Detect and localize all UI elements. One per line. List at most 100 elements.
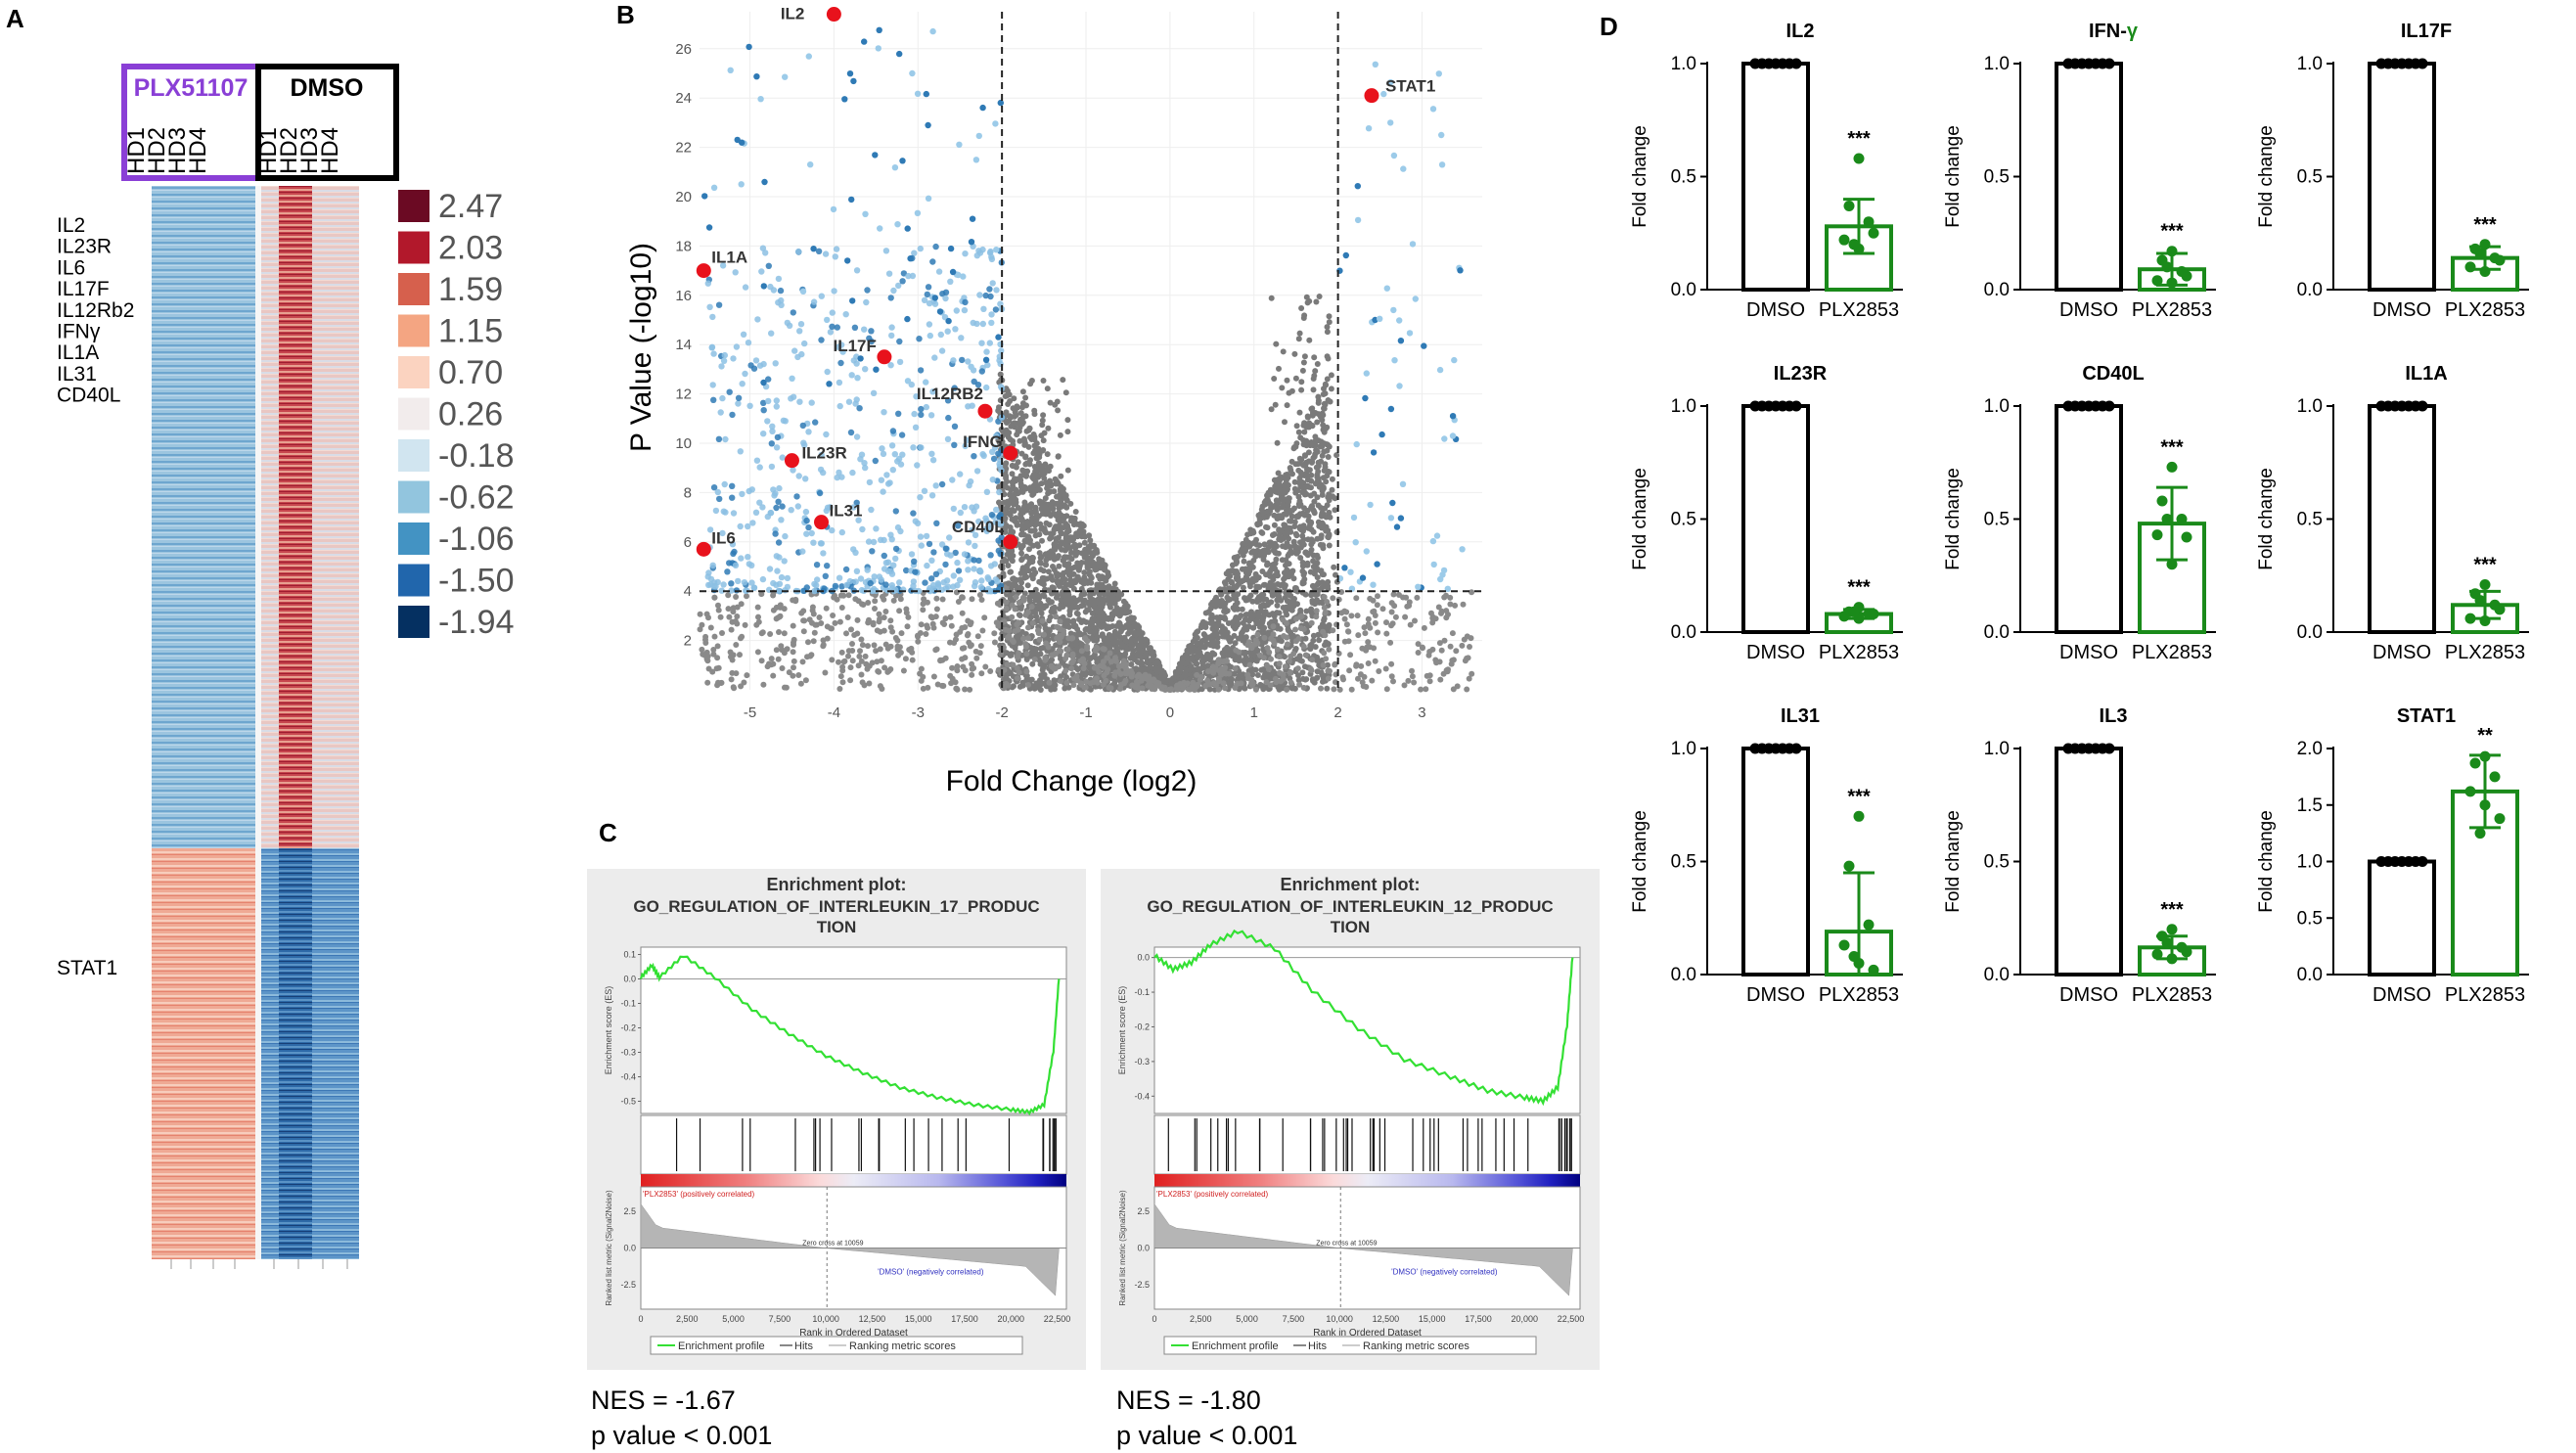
gene-point: [1231, 632, 1238, 639]
gene-point: [1223, 649, 1230, 656]
gene-point: [1055, 453, 1062, 460]
gene-point: [1128, 661, 1135, 667]
gene-point: [728, 580, 735, 587]
gene-point: [1281, 522, 1288, 528]
gene-point: [1106, 684, 1112, 691]
gene-point: [1301, 429, 1308, 435]
gene-point: [991, 639, 998, 646]
gene-point: [860, 602, 867, 608]
gene-point: [784, 319, 791, 327]
gene-point: [1088, 574, 1095, 581]
gene-point: [1005, 563, 1012, 568]
gene-point: [1020, 472, 1027, 478]
gene-point: [961, 504, 969, 511]
gene-point: [995, 547, 1002, 555]
gene-point: [1024, 609, 1031, 615]
heatmap-block-dmso-hd2-down: [279, 848, 312, 1259]
gene-point: [1104, 669, 1110, 676]
gene-point: [1094, 617, 1101, 624]
gene-point: [1100, 622, 1107, 629]
gene-point: [863, 298, 870, 306]
gene-point: [1027, 502, 1034, 509]
gene-point: [917, 245, 924, 252]
gene-point: [1321, 605, 1328, 612]
gene-point: [1437, 676, 1444, 683]
gene-point: [965, 539, 972, 546]
gene-point: [904, 623, 911, 630]
gene-point: [776, 629, 782, 635]
heatmap-block-dmso-hd1-up: [261, 186, 279, 848]
gene-point: [774, 433, 782, 441]
gene-point: [1019, 388, 1026, 395]
gene-point: [1313, 298, 1320, 305]
gene-point: [1303, 421, 1310, 428]
gene-point: [1232, 584, 1239, 591]
gene-point: [1272, 675, 1279, 682]
gene-point: [1030, 566, 1037, 572]
legend-value: 0.70: [438, 354, 503, 391]
gene-point: [932, 613, 939, 620]
gene-point: [866, 616, 872, 623]
gene-point: [1033, 512, 1040, 518]
gene-point: [849, 648, 856, 654]
gene-point: [1321, 400, 1328, 407]
gene-point: [1099, 631, 1106, 638]
gene-point: [1382, 665, 1389, 672]
gene-point: [1073, 532, 1080, 539]
gene-point: [865, 643, 871, 650]
gene-point: [1326, 646, 1333, 653]
gene-point: [1030, 490, 1037, 497]
gene-point: [954, 667, 961, 674]
legend-swatch: [398, 314, 429, 347]
legend-value: -1.50: [438, 563, 515, 600]
gene-point: [1212, 664, 1219, 671]
gene-point: [1294, 588, 1301, 595]
gene-point: [802, 677, 809, 684]
gene-point: [721, 351, 728, 359]
gene-point: [1032, 507, 1039, 514]
gene-point: [1250, 624, 1257, 631]
gene-point: [1297, 555, 1304, 562]
gene-point: [760, 407, 767, 414]
gene-point: [1108, 615, 1115, 622]
gene-point: [773, 397, 780, 404]
gene-point: [1056, 663, 1062, 670]
gene-point: [1045, 465, 1052, 472]
gene-point: [896, 608, 903, 614]
gene-point: [1007, 568, 1014, 575]
gene-point: [1268, 656, 1274, 662]
gene-point: [822, 250, 830, 257]
gene-point: [1415, 641, 1422, 648]
gene-point: [893, 592, 899, 599]
gene-point: [1215, 675, 1222, 682]
gene-point: [858, 658, 865, 664]
gene-point: [1124, 669, 1131, 676]
gene-point: [1068, 536, 1075, 543]
gene-point: [1026, 546, 1032, 553]
gene-point: [1256, 619, 1263, 626]
gene-point: [767, 631, 774, 637]
gene-point: [1326, 542, 1333, 549]
gene-point: [1320, 661, 1327, 668]
gene-point: [1267, 486, 1274, 493]
gene-point: [917, 494, 924, 501]
gene-point: [734, 613, 741, 619]
gene-point: [786, 669, 792, 676]
gene-point: [729, 411, 736, 419]
gene-point: [1101, 663, 1107, 670]
gene-point: [1120, 598, 1127, 605]
gene-point: [1359, 679, 1366, 686]
gene-point: [1302, 652, 1309, 658]
gene-point: [965, 558, 972, 565]
gene-point: [1321, 672, 1328, 679]
gene-point: [1039, 617, 1046, 624]
gene-point: [1036, 600, 1043, 607]
gene-point: [1325, 661, 1331, 668]
gene-point: [1256, 584, 1263, 590]
gene-point: [737, 652, 743, 658]
gene-point: [1016, 428, 1022, 434]
gene-point: [1144, 637, 1151, 644]
gene-point: [851, 632, 858, 638]
gene-point: [924, 562, 930, 569]
gene-point: [818, 293, 825, 299]
